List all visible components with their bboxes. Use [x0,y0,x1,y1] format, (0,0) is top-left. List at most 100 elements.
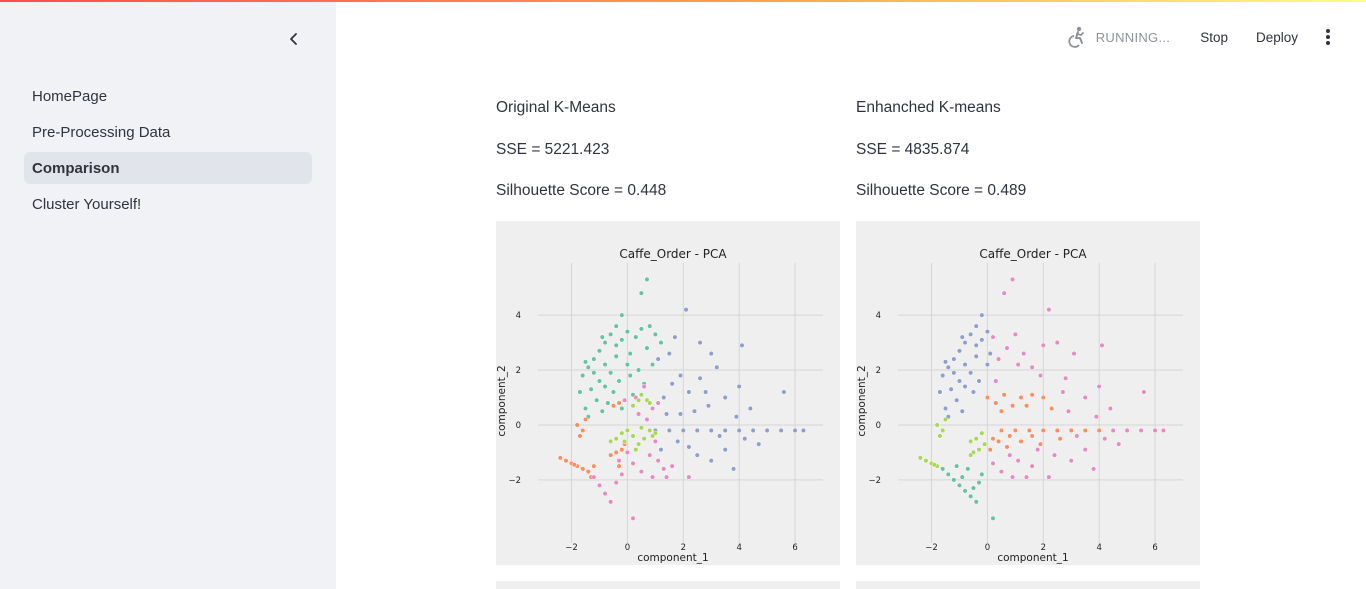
stop-button[interactable]: Stop [1200,29,1228,45]
data-point [962,362,968,368]
data-point [666,427,672,434]
data-point [616,463,622,469]
sidebar: HomePage Pre-Processing Data Comparison … [0,0,336,589]
data-point [940,372,946,379]
main-menu-button[interactable] [1316,25,1340,49]
data-point [605,400,611,406]
data-point [1040,394,1046,401]
data-point [574,422,580,428]
data-point [658,340,664,346]
data-point [1018,438,1024,444]
data-point [613,323,619,329]
data-point [1110,427,1116,434]
data-point [636,441,642,447]
data-point [956,482,963,488]
data-point [993,400,999,406]
data-point [599,408,605,414]
data-point [630,433,636,439]
data-point [644,416,650,423]
data-point [1029,364,1035,370]
y-tick-label: 4 [516,311,521,321]
chart-title: Caffe_Order - PCA [979,247,1087,261]
data-point [756,441,762,447]
data-point [666,351,672,357]
data-point [636,411,642,417]
data-point [990,515,996,521]
data-point [973,353,979,359]
data-point [622,438,628,444]
status-text: RUNNING... [1095,29,1171,45]
data-point [976,480,982,486]
data-point [650,405,656,412]
data-point [979,337,985,343]
data-point [655,458,661,464]
data-point [680,427,686,434]
sidebar-item-comparison[interactable]: Comparison [24,152,312,184]
sidebar-item-cluster-yourself[interactable]: Cluster Yourself! [24,188,312,220]
data-point [942,359,949,365]
data-point [613,353,619,359]
column-heading: Original K-Means [496,99,616,116]
data-point [973,342,979,348]
next-plot-preview [856,581,1200,589]
data-point [968,438,974,444]
data-point [984,394,990,401]
sidebar-item-homepage[interactable]: HomePage [24,80,312,112]
y-tick-label: 0 [876,421,881,431]
data-point [951,477,957,483]
data-point [917,455,923,461]
data-point [968,493,974,499]
data-point [591,356,597,362]
data-point [954,397,960,403]
data-point [1037,372,1044,379]
data-point [934,422,940,428]
x-tick-label: 4 [736,543,741,553]
sidebar-item-pre-processing-data[interactable]: Pre-Processing Data [24,116,312,148]
y-tick-label: 4 [876,311,881,321]
data-point [638,425,644,431]
data-point [979,430,985,436]
data-point [580,372,586,379]
next-plot-preview [496,581,840,589]
chart-title: Caffe_Order - PCA [619,247,727,261]
data-point [638,290,644,296]
data-point [731,466,737,472]
data-point [722,427,728,434]
collapse-sidebar-button[interactable] [282,27,306,51]
x-tick-label: 2 [1041,543,1046,553]
data-point [616,378,622,384]
data-point [661,466,667,472]
data-point [800,427,806,434]
data-point [1102,436,1108,442]
data-point [942,405,949,412]
data-point [987,447,993,453]
data-point [959,408,965,414]
data-point [937,389,943,395]
data-point [613,436,619,442]
data-point [747,405,753,412]
sidebar-nav: HomePage Pre-Processing Data Comparison … [24,80,312,224]
data-point [596,482,603,488]
data-point [619,337,625,343]
data-point [1040,427,1046,434]
data-point [1026,427,1032,434]
sidebar-item-label: HomePage [32,87,108,105]
y-tick-label: 0 [516,421,521,431]
data-point [990,334,996,340]
data-point [616,458,622,464]
data-point [557,455,563,461]
data-point [647,427,653,434]
x-tick-label: 0 [985,543,990,553]
data-point [650,474,656,480]
data-point [644,345,650,351]
data-point [1007,433,1013,439]
sidebar-item-label: Comparison [32,159,120,177]
data-point [602,383,608,390]
data-point [1068,427,1074,434]
deploy-button[interactable]: Deploy [1255,29,1298,45]
data-point [948,386,954,392]
data-point [940,427,946,434]
data-point [750,427,756,434]
data-point [1012,427,1018,434]
data-point [945,471,951,477]
